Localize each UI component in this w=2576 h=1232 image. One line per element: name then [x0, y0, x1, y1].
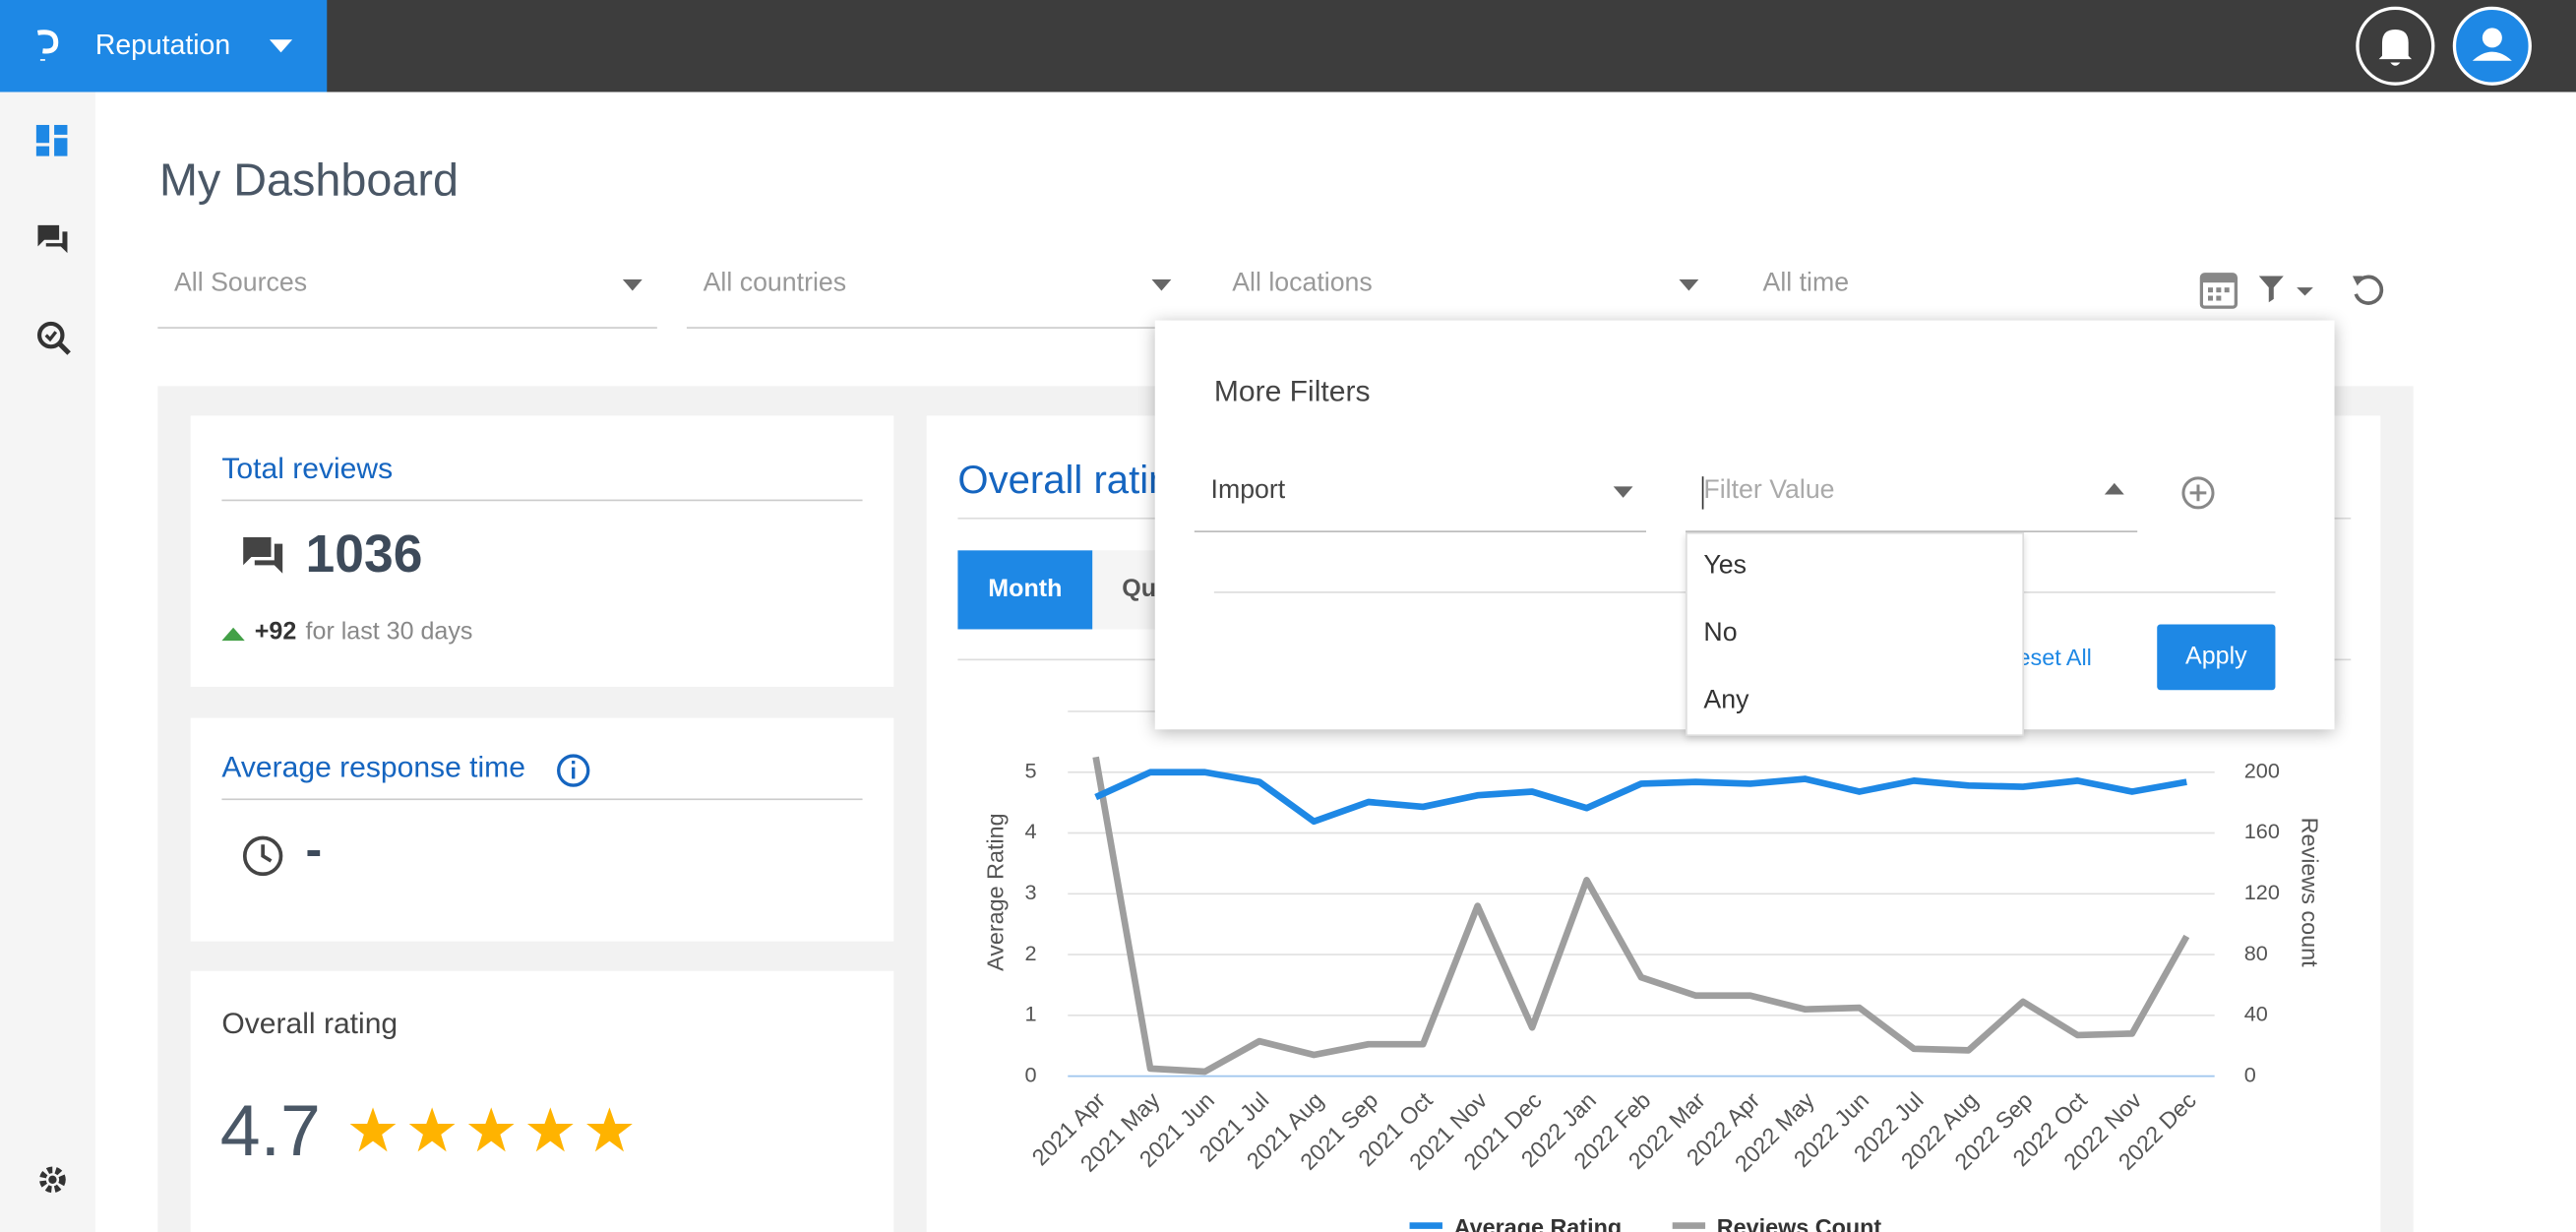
page-title: My Dashboard	[158, 154, 459, 206]
card-title: Total reviews	[221, 452, 394, 485]
y2-tick-label: 80	[2244, 941, 2268, 965]
period-month[interactable]: Month	[957, 550, 1093, 630]
popup-title: More Filters	[1213, 374, 1371, 408]
caret	[1613, 486, 1633, 498]
total-reviews-value: 1036	[305, 524, 423, 584]
notifications-button[interactable]	[2355, 6, 2436, 89]
app-switcher[interactable]: Reputation	[0, 0, 328, 92]
filter-text: All Sources	[173, 269, 308, 298]
filter-text: All countries	[703, 269, 847, 298]
nav-reviews[interactable]	[37, 224, 70, 258]
app-name: Reputation	[94, 30, 231, 61]
caret	[1679, 278, 1699, 291]
caret	[269, 39, 293, 53]
y-tick-label: 1	[1024, 1002, 1036, 1026]
top-bar	[0, 0, 2576, 92]
card-title: Average response time	[221, 751, 525, 784]
clock-icon	[242, 835, 283, 877]
y2-axis-title: Reviews count	[2298, 818, 2323, 967]
nav-search[interactable]	[36, 321, 73, 357]
field-select[interactable]: Import	[1194, 462, 1646, 532]
rating-value: 4.7	[219, 1090, 321, 1172]
divider	[221, 798, 863, 801]
logo	[36, 30, 59, 61]
response-time-card: Average response time -	[190, 717, 894, 942]
option[interactable]: Yes	[1703, 551, 1748, 581]
caret	[1151, 278, 1172, 291]
y-axis-title: Average Rating	[983, 813, 1009, 971]
overall-rating-card: Overall rating 4.7	[190, 970, 894, 1232]
up-arrow	[221, 627, 245, 642]
value-select[interactable]: Filter Value	[1686, 462, 2138, 532]
y2-tick-label: 0	[2244, 1062, 2256, 1086]
total-reviews-card: Total reviews 1036 +92 for last 30 days	[190, 415, 894, 687]
add-filter-button[interactable]	[2180, 475, 2217, 512]
series-line	[1092, 756, 2190, 1076]
field-text: Import	[1210, 476, 1286, 505]
y2-tick-label: 120	[2244, 880, 2280, 904]
y-tick-label: 5	[1024, 758, 1036, 782]
reset-button[interactable]	[2350, 271, 2386, 307]
y2-tick-label: 40	[2244, 1002, 2268, 1026]
calendar-button[interactable]	[2199, 270, 2239, 309]
filter-text: All time	[1762, 269, 1850, 298]
y2-tick-label: 200	[2244, 758, 2280, 782]
apply-button[interactable]: Apply	[2157, 624, 2276, 691]
info-icon[interactable]	[555, 753, 591, 789]
reviews-icon	[243, 536, 283, 574]
divider	[221, 499, 863, 502]
nav-settings[interactable]	[37, 1165, 67, 1195]
caret	[2104, 482, 2124, 495]
user-button[interactable]	[2451, 6, 2533, 89]
filter-sources[interactable]: All Sources	[157, 263, 657, 329]
change-value: +92	[254, 617, 297, 647]
y-tick-label: 3	[1024, 880, 1036, 904]
change-note: for last 30 days	[305, 617, 473, 647]
card-title: Overall rating	[221, 1007, 399, 1040]
y-tick-label: 4	[1024, 819, 1036, 843]
caret	[622, 278, 643, 291]
options-list: Yes No Any	[1686, 531, 2024, 736]
option[interactable]: No	[1703, 619, 1738, 647]
filter-text: All locations	[1232, 269, 1373, 298]
chart-card-title: Overall rating	[957, 458, 1193, 503]
y2-tick-label: 160	[2244, 819, 2280, 843]
y-tick-label: 2	[1024, 941, 1036, 965]
value-placeholder: Filter Value	[1703, 476, 1835, 505]
nav-dashboard[interactable]	[35, 124, 69, 157]
filter-countries[interactable]: All countries	[686, 263, 1180, 329]
response-time-value: -	[305, 823, 323, 878]
sidebar	[0, 92, 95, 1232]
more-filters-button[interactable]	[2257, 275, 2319, 304]
legend-label: Reviews Count	[1717, 1214, 1882, 1232]
option[interactable]: Any	[1703, 686, 1749, 715]
cursor	[1701, 476, 1704, 510]
y-tick-label: 0	[1024, 1062, 1036, 1086]
series-line	[1094, 769, 2187, 826]
more-filters-popup: More Filters Import Filter Value Reset A…	[1154, 320, 2335, 736]
legend-label: Average Rating	[1454, 1214, 1622, 1232]
